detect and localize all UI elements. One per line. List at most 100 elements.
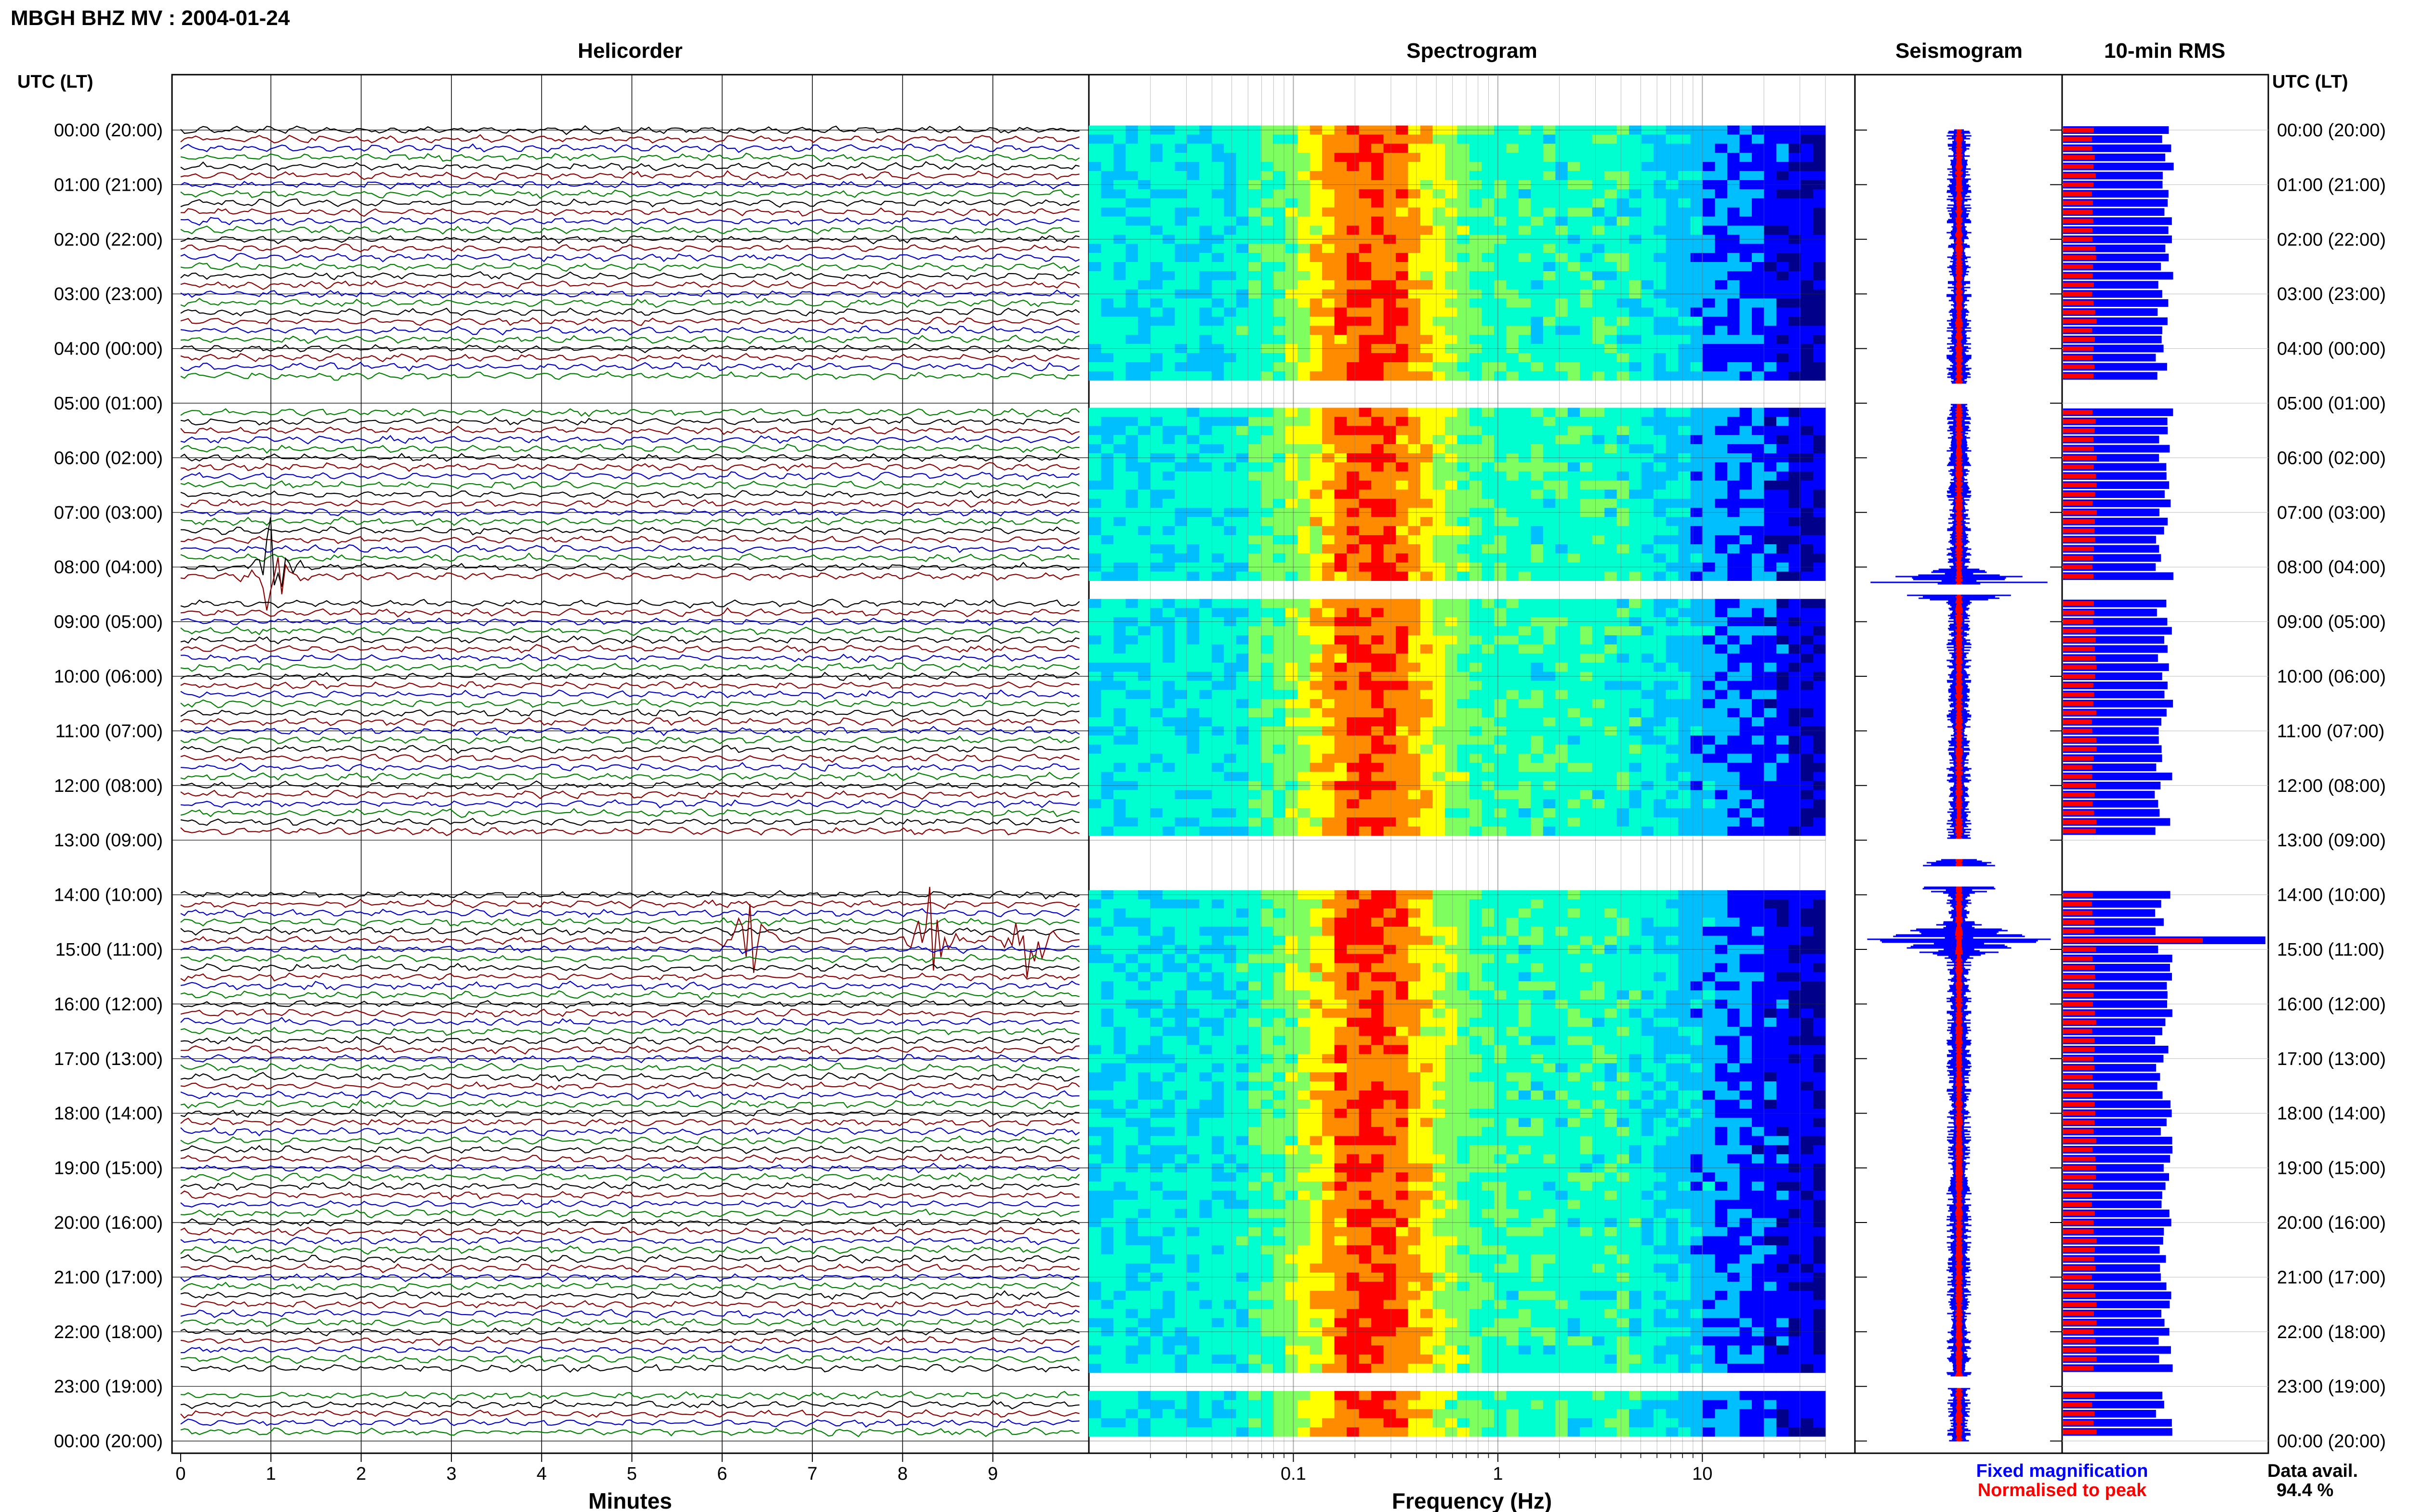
spectrogram-cell bbox=[1175, 189, 1188, 199]
spectrogram-cell bbox=[1089, 280, 1102, 290]
spectrogram-cell bbox=[1752, 353, 1765, 363]
spectrogram-cell bbox=[1592, 535, 1605, 545]
spectrogram-cell bbox=[1224, 435, 1237, 445]
spectrogram-cell bbox=[1334, 644, 1347, 654]
spectrogram-cell bbox=[1776, 171, 1789, 181]
spectrogram-cell bbox=[1739, 253, 1752, 263]
spectrogram-cell bbox=[1469, 917, 1482, 927]
spectrogram-cell bbox=[1666, 826, 1679, 836]
spectrogram-cell bbox=[1248, 499, 1261, 508]
spectrogram-cell bbox=[1347, 799, 1360, 809]
spectrogram-cell bbox=[1162, 462, 1175, 472]
spectrogram-cell bbox=[1752, 153, 1765, 162]
spectrogram-cell bbox=[1727, 690, 1740, 699]
spectrogram-cell bbox=[1457, 744, 1470, 754]
spectrogram-cell bbox=[1629, 408, 1642, 417]
spectrogram-cell bbox=[1739, 517, 1752, 526]
spectrogram-cell bbox=[1236, 544, 1249, 554]
spectrogram-cell bbox=[1518, 216, 1531, 226]
spectrogram-cell bbox=[1359, 790, 1372, 800]
spectrogram-cell bbox=[1359, 753, 1372, 763]
spectrogram-cell bbox=[1506, 444, 1519, 454]
spectrogram-cell bbox=[1567, 517, 1580, 526]
spectrogram-cell bbox=[1199, 444, 1212, 454]
spectrogram-cell bbox=[1788, 499, 1801, 508]
spectrogram-cell bbox=[1616, 635, 1629, 645]
spectrogram-cell bbox=[1175, 690, 1188, 699]
spectrogram-cell bbox=[1678, 162, 1691, 171]
spectrogram-cell bbox=[1224, 817, 1237, 827]
spectrogram-title: Spectrogram bbox=[1406, 39, 1537, 63]
spectrogram-cell bbox=[1567, 171, 1580, 181]
spectrogram-cell bbox=[1445, 690, 1458, 699]
spectrogram-cell bbox=[1604, 644, 1617, 654]
spectrogram-cell bbox=[1150, 744, 1163, 754]
spectrogram-cell bbox=[1494, 435, 1507, 445]
spectrogram-cell bbox=[1445, 808, 1458, 818]
spectrogram-cell bbox=[1187, 535, 1200, 545]
spectrogram-cell bbox=[1236, 653, 1249, 663]
helicorder-trace bbox=[180, 235, 1080, 245]
spectrogram-cell bbox=[1739, 489, 1752, 499]
spectrogram-cell bbox=[1138, 708, 1151, 718]
spectrogram-cell bbox=[1347, 608, 1360, 618]
spectrogram-cell bbox=[1690, 262, 1703, 272]
spectrogram-cell bbox=[1408, 635, 1421, 645]
helicorder-trace bbox=[180, 698, 1080, 709]
spectrogram-cell bbox=[1604, 207, 1617, 217]
spectrogram-cell bbox=[1543, 644, 1556, 654]
spectrogram-cell bbox=[1297, 362, 1310, 372]
spectrogram-cell bbox=[1236, 198, 1249, 208]
spectrogram-cell bbox=[1396, 799, 1409, 809]
spectrogram-cell bbox=[1531, 653, 1544, 663]
spectrogram-cell bbox=[1089, 772, 1102, 781]
spectrogram-cell bbox=[1285, 362, 1298, 372]
spectrogram-cell bbox=[1322, 644, 1335, 654]
spectrogram-cell bbox=[1359, 489, 1372, 499]
spectrogram-cell bbox=[1199, 417, 1212, 426]
spectrogram-cell bbox=[1347, 134, 1360, 144]
spectrogram-cell bbox=[1199, 744, 1212, 754]
helicorder-trace bbox=[180, 1336, 1080, 1346]
spectrogram-cell bbox=[1359, 926, 1372, 936]
spectrogram-cell bbox=[1690, 653, 1703, 663]
spectrogram-cell bbox=[1101, 744, 1114, 754]
spectrogram-cell bbox=[1359, 735, 1372, 745]
spectrogram-cell bbox=[1322, 280, 1335, 290]
spectrogram-cell bbox=[1285, 298, 1298, 308]
spectrogram-cell bbox=[1347, 571, 1360, 581]
spectrogram-cell bbox=[1457, 763, 1470, 772]
spectrogram-cell bbox=[1175, 662, 1188, 672]
spectrogram-cell bbox=[1654, 744, 1667, 754]
spectrogram-cell bbox=[1629, 535, 1642, 545]
spectrogram-cell bbox=[1666, 753, 1679, 763]
spectrogram-cell bbox=[1359, 262, 1372, 272]
spectrogram-cell bbox=[1518, 362, 1531, 372]
spectrogram-cell bbox=[1089, 462, 1102, 472]
spectrogram-cell bbox=[1752, 408, 1765, 417]
spectrogram-cell bbox=[1666, 526, 1679, 536]
spectrogram-cell bbox=[1580, 790, 1593, 800]
spectrogram-cell bbox=[1273, 535, 1286, 545]
spectrogram-cell bbox=[1420, 544, 1433, 554]
spectrogram-cell bbox=[1334, 207, 1347, 217]
spectrogram-cell bbox=[1224, 690, 1237, 699]
spectrogram-cell bbox=[1678, 171, 1691, 181]
spectrogram-cell bbox=[1211, 526, 1224, 536]
spectrogram-cell bbox=[1604, 371, 1617, 381]
spectrogram-cell bbox=[1800, 253, 1813, 263]
spectrogram-cell bbox=[1494, 353, 1507, 363]
spectrogram-cell bbox=[1211, 216, 1224, 226]
spectrogram-cell bbox=[1236, 444, 1249, 454]
spectrogram-cell bbox=[1187, 162, 1200, 171]
spectrogram-cell bbox=[1703, 326, 1716, 335]
spectrogram-cell bbox=[1359, 271, 1372, 281]
spectrogram-cell bbox=[1469, 690, 1482, 699]
spectrogram-cell bbox=[1788, 653, 1801, 663]
spectrogram-cell bbox=[1641, 553, 1654, 563]
spectrogram-cell bbox=[1727, 426, 1740, 435]
spectrogram-cell bbox=[1408, 799, 1421, 809]
spectrogram-cell bbox=[1616, 717, 1629, 727]
spectrogram-cell bbox=[1125, 817, 1138, 827]
spectrogram-cell bbox=[1469, 471, 1482, 481]
